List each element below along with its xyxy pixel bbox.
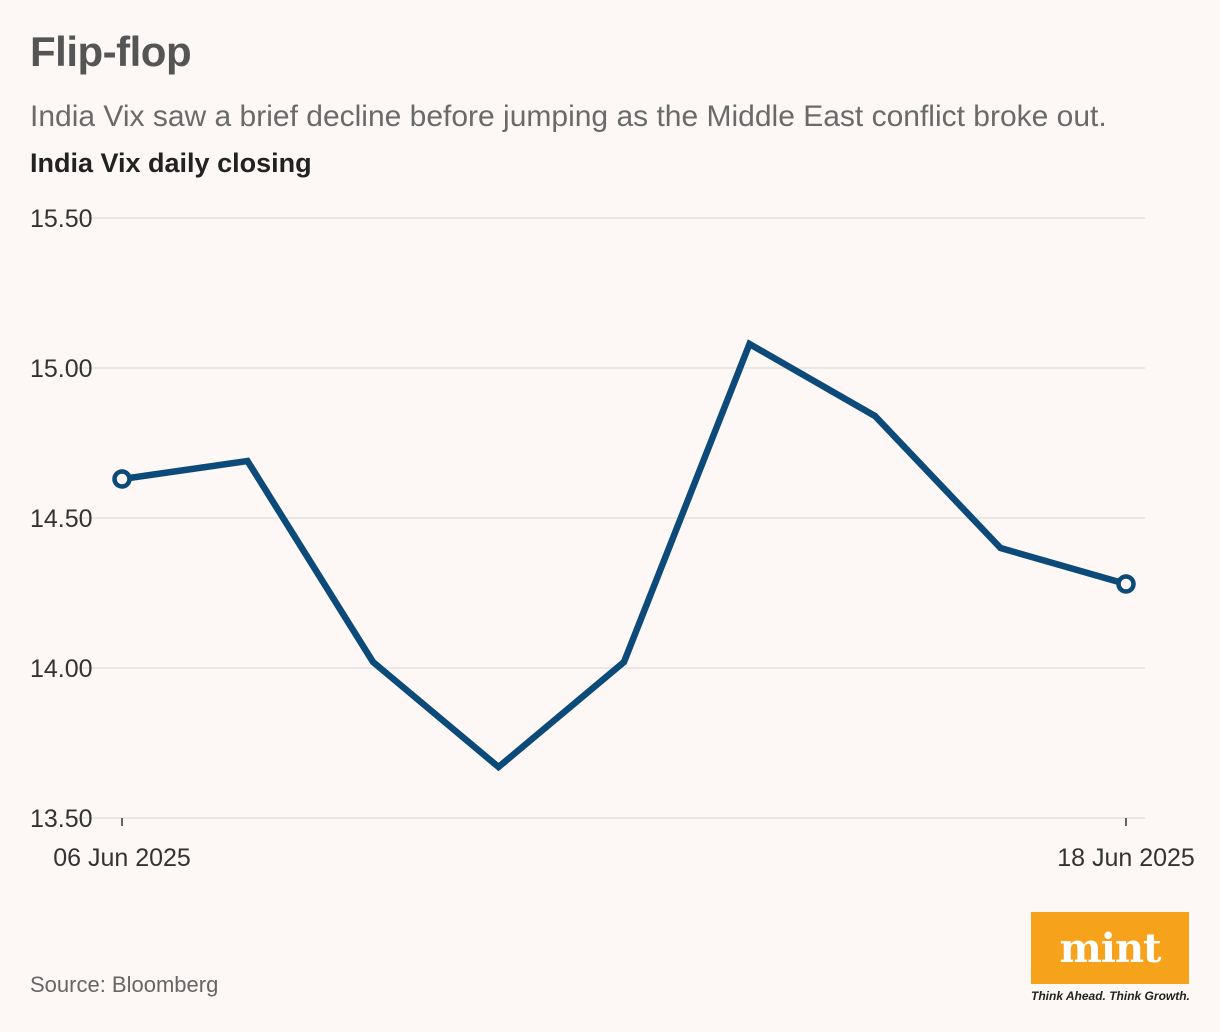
logo-tagline: Think Ahead. Think Growth. [1031,989,1190,1003]
logo-wordmark: mint [1059,924,1161,972]
series-line [121,339,1127,772]
x-tick-label: 06 Jun 2025 [53,844,191,872]
chart-label: India Vix daily closing [30,148,312,178]
grid-layer [76,217,1145,819]
y-tick-label: 15.50 [30,205,93,233]
source-note: Source: Bloomberg [30,972,219,997]
endpoint-marker [1116,574,1136,594]
y-tick-label: 13.50 [30,805,93,833]
mint-logo: mint [1031,912,1189,984]
chart-subtitle: India Vix saw a brief decline before jum… [30,100,1107,133]
x-tick-label: 18 Jun 2025 [1057,844,1195,872]
y-tick-label: 14.00 [30,655,93,683]
y-tick-label: 15.00 [30,355,93,383]
x-axis: 06 Jun 2025 18 Jun 2025 [53,818,1195,872]
endpoint-marker [112,469,132,489]
y-tick-label: 14.50 [30,505,93,533]
series-layer [112,339,1136,772]
chart-title: Flip-flop [30,28,192,75]
y-axis: 13.50 14.00 14.50 15.00 15.50 [30,205,93,833]
